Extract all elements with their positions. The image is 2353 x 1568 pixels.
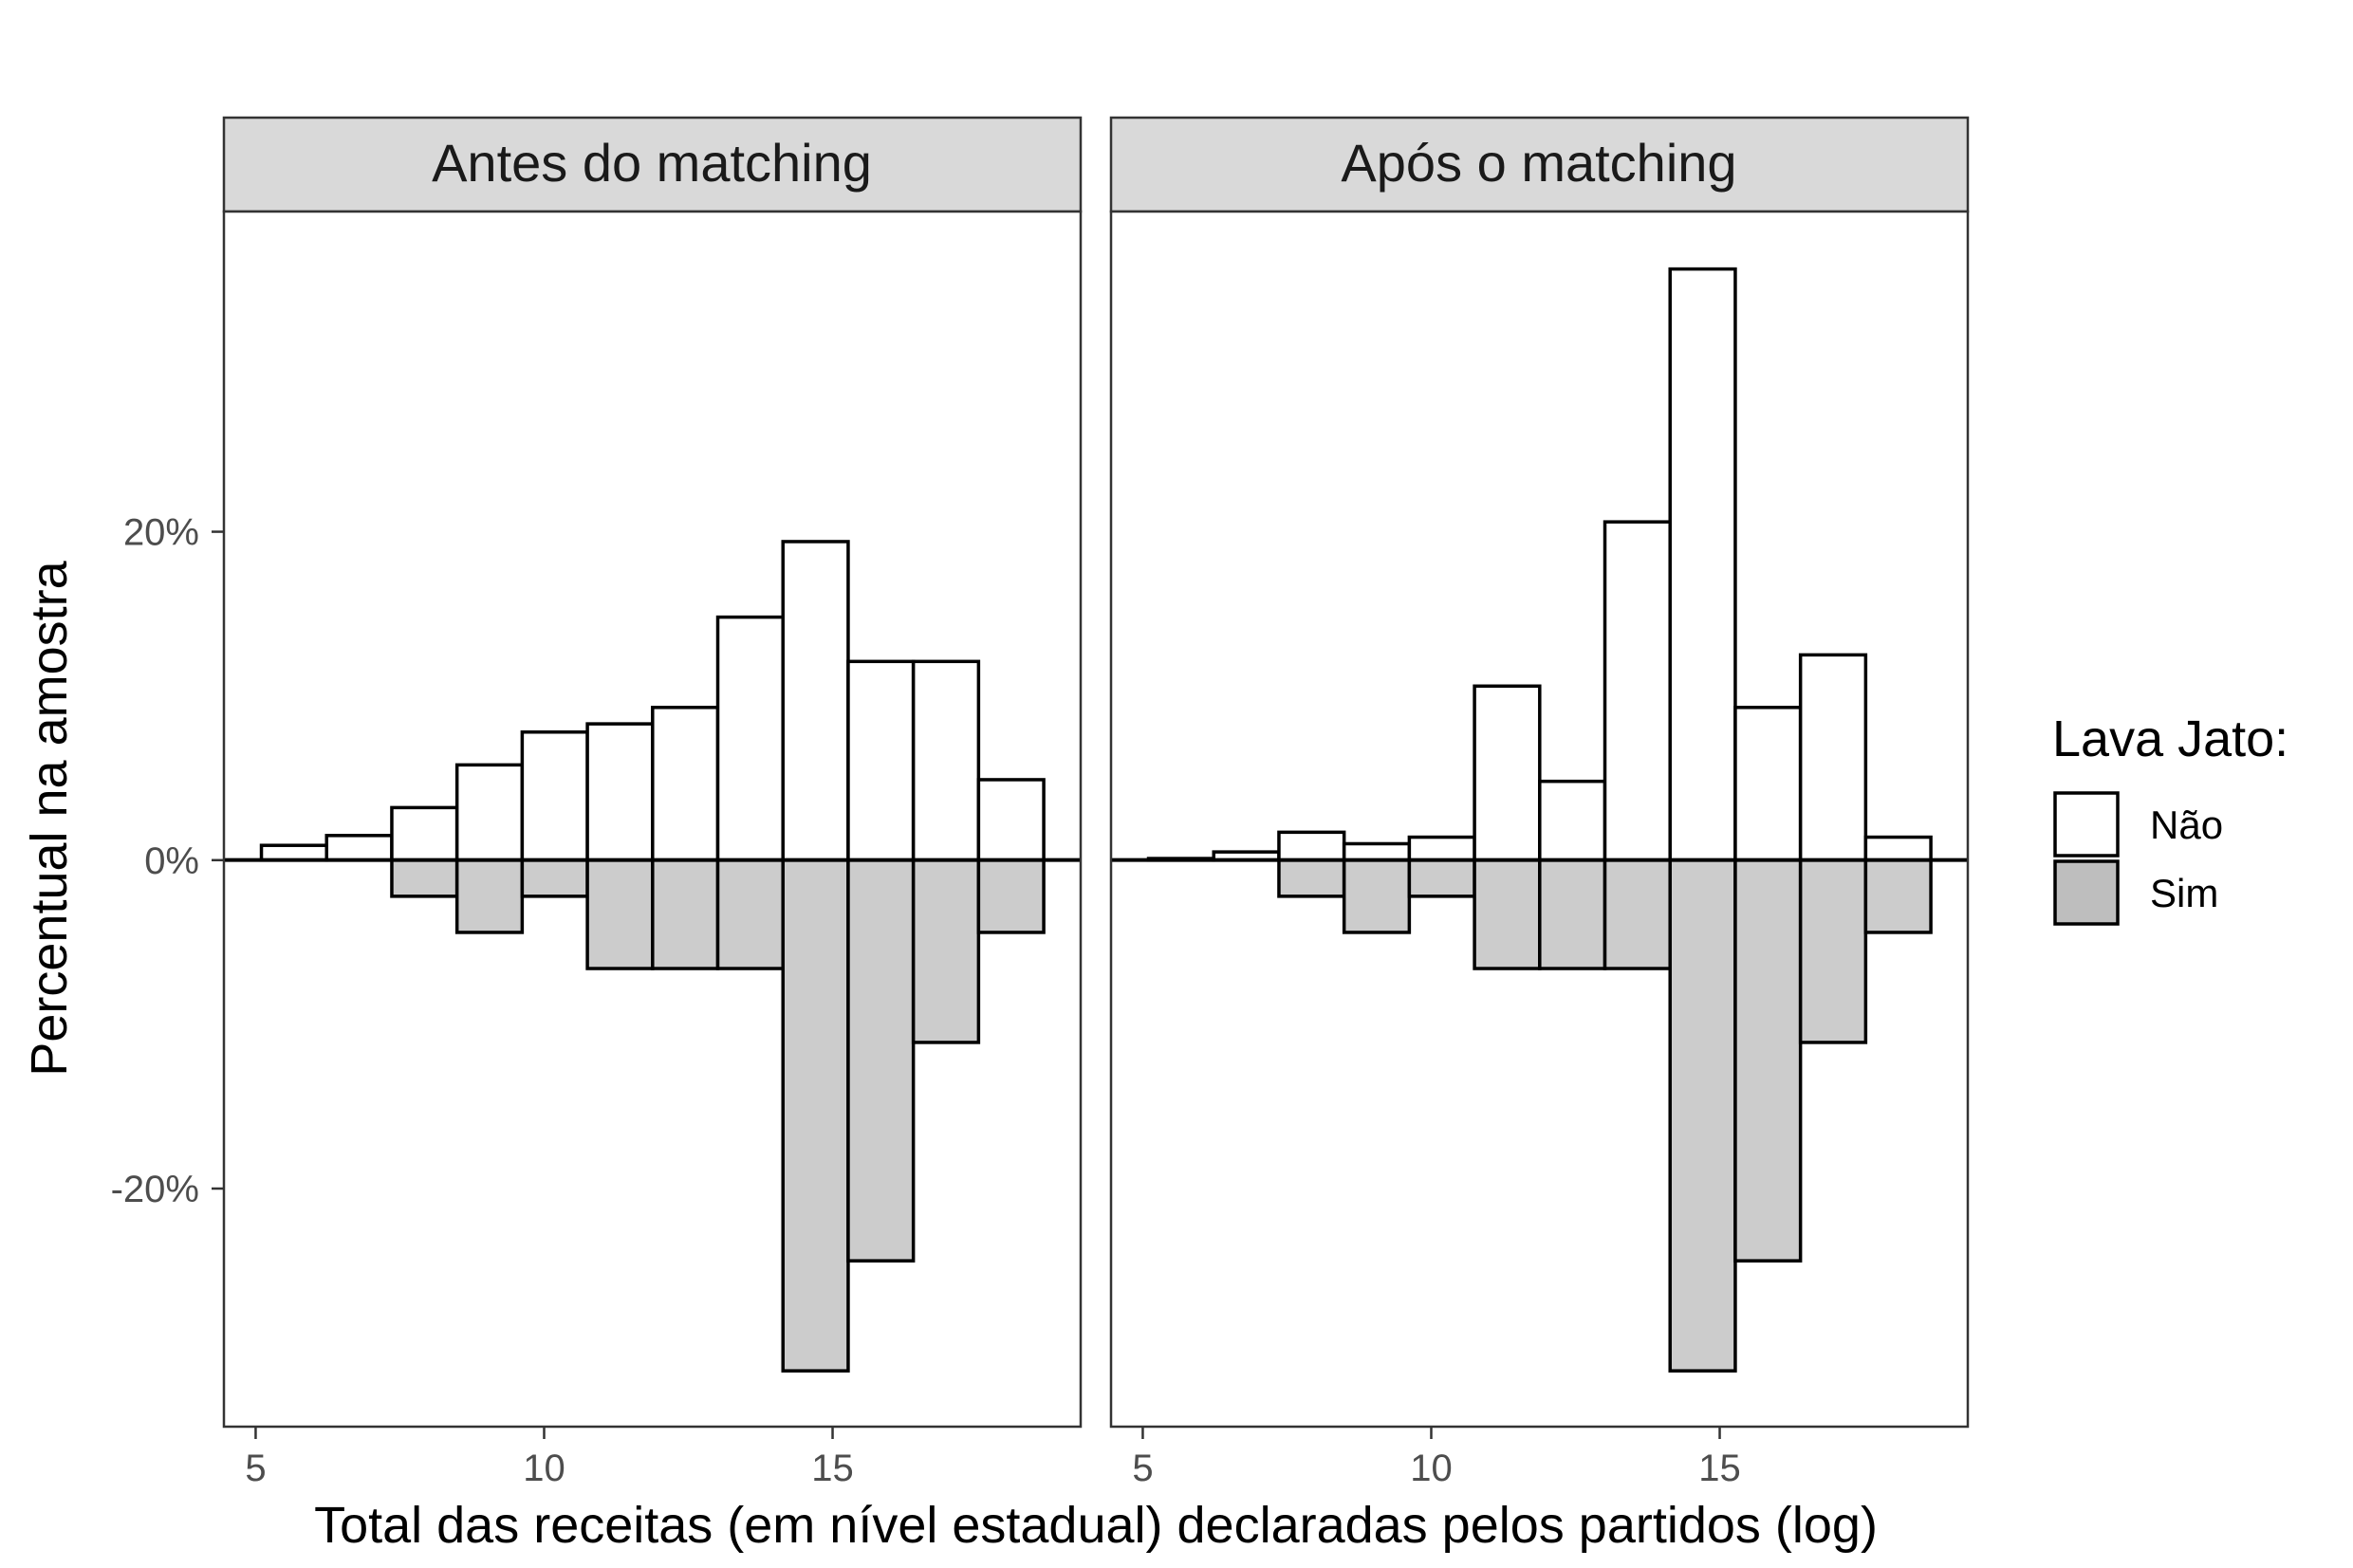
bar-apos-nao-5 [1473, 684, 1542, 862]
bar-apos-nao-6 [1538, 779, 1607, 862]
x-tick-label-apos-10: 10 [1410, 1448, 1453, 1489]
legend-key-nao [2053, 791, 2120, 858]
bar-antes-nao-4 [520, 730, 589, 862]
facet-strip-apos [1109, 116, 1970, 213]
bar-apos-sim-4 [1407, 858, 1476, 898]
bar-antes-nao-0 [259, 843, 328, 862]
bar-antes-sim-2 [390, 858, 459, 898]
panel-border-apos [1109, 210, 1970, 1429]
bar-antes-sim-4 [520, 858, 589, 898]
bar-apos-sim-7 [1603, 858, 1672, 970]
bar-antes-nao-10 [911, 659, 981, 862]
bar-antes-sim-8 [781, 858, 850, 1373]
y-tick-label-2: 20% [123, 512, 199, 554]
facet-title-apos: Após o matching [1341, 133, 1736, 193]
bar-antes-nao-1 [324, 834, 394, 862]
panel-border-antes [222, 210, 1083, 1429]
x-tick-label-antes-10: 10 [523, 1448, 565, 1489]
y-axis: -20% 0% 20% [111, 512, 224, 1210]
bar-antes-nao-7 [715, 615, 785, 862]
x-axis-title: Total das receitas (em nível estadual) d… [314, 1497, 1878, 1554]
legend-label-sim: Sim [2150, 871, 2218, 915]
bar-apos-nao-11 [1863, 835, 1933, 862]
facet-strip-antes [222, 116, 1083, 213]
bar-apos-nao-8 [1668, 267, 1737, 862]
bar-apos-sim-8 [1668, 858, 1737, 1373]
bar-antes-sim-3 [454, 858, 525, 934]
x-tick-label-apos-15: 15 [1698, 1448, 1741, 1489]
bars-apos [1146, 267, 1933, 1373]
bar-antes-sim-5 [585, 858, 655, 970]
bar-antes-sim-11 [976, 858, 1046, 934]
legend-title: Lava Jato: [2052, 710, 2288, 767]
bar-antes-nao-9 [846, 659, 916, 862]
y-tick-label-0: -20% [111, 1169, 199, 1210]
x-axis-apos: 5 10 15 [1132, 1427, 1741, 1489]
bar-antes-sim-6 [651, 858, 720, 970]
bar-antes-nao-3 [454, 763, 525, 862]
bar-antes-sim-9 [846, 858, 916, 1263]
bar-antes-sim-7 [715, 858, 785, 970]
bar-apos-sim-11 [1863, 858, 1933, 934]
bar-apos-nao-2 [1277, 830, 1346, 862]
bar-apos-sim-6 [1538, 858, 1607, 970]
bars-antes [259, 540, 1046, 1373]
bar-apos-sim-10 [1798, 858, 1868, 1044]
bar-antes-nao-2 [390, 805, 459, 862]
y-tick-label-1: 0% [144, 840, 199, 882]
y-axis-title: Percentual na amostra [21, 560, 78, 1076]
bar-antes-nao-6 [651, 706, 720, 862]
bar-apos-nao-10 [1798, 653, 1868, 862]
bar-apos-sim-5 [1473, 858, 1542, 970]
facet-apos: Após o matching [1109, 116, 1970, 1429]
bar-apos-sim-2 [1277, 858, 1346, 898]
bar-antes-sim-10 [911, 858, 981, 1044]
facet-antes: Antes do matching [222, 116, 1083, 1429]
bar-antes-nao-8 [781, 540, 850, 862]
bar-apos-nao-9 [1733, 706, 1803, 862]
x-tick-label-antes-5: 5 [245, 1448, 266, 1489]
bar-apos-nao-3 [1342, 841, 1412, 862]
legend-label-nao: Não [2150, 802, 2223, 847]
x-tick-label-antes-15: 15 [811, 1448, 854, 1489]
bar-apos-sim-3 [1342, 858, 1412, 934]
facet-title-antes: Antes do matching [432, 133, 872, 193]
bar-antes-nao-5 [585, 722, 655, 862]
bar-apos-nao-4 [1407, 835, 1476, 862]
bar-apos-nao-7 [1603, 520, 1672, 862]
bar-antes-nao-11 [976, 778, 1046, 862]
x-tick-label-apos-5: 5 [1132, 1448, 1153, 1489]
legend-key-sim [2053, 859, 2120, 926]
bar-apos-sim-9 [1733, 858, 1803, 1263]
x-axis-antes: 5 10 15 [245, 1427, 854, 1489]
legend: Lava Jato: Não Sim [2052, 710, 2288, 926]
